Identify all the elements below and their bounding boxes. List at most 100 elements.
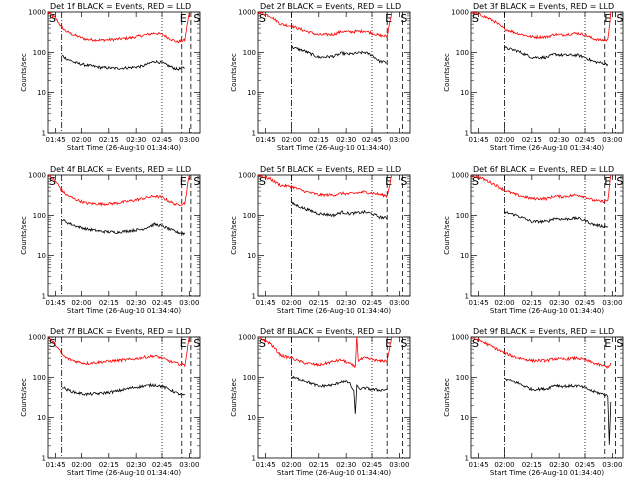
y-tick-label: 1 xyxy=(42,293,46,301)
x-tick-label: 02:00 xyxy=(71,136,91,144)
y-tick-label: 1 xyxy=(465,455,469,463)
marker-end: E xyxy=(180,175,187,188)
x-tick-label: 02:30 xyxy=(126,136,146,144)
y-tick-label: 10 xyxy=(460,89,469,97)
plot-frame xyxy=(470,174,624,297)
x-tick-label: 02:00 xyxy=(71,461,91,469)
y-tick-label: 10 xyxy=(247,414,256,422)
plot-frame xyxy=(470,11,624,134)
y-tick-label: 10 xyxy=(460,252,469,260)
marker-end: E xyxy=(385,337,392,350)
marker-start: S xyxy=(400,12,407,25)
x-tick-label: 02:45 xyxy=(575,136,595,144)
y-axis-label: Counts/sec xyxy=(443,378,451,417)
x-tick-label: 01:45 xyxy=(46,461,66,469)
plot-frame xyxy=(257,11,411,134)
x-tick-label: 01:45 xyxy=(256,461,276,469)
x-tick-label: 03:00 xyxy=(602,136,622,144)
y-axis-label: Counts/sec xyxy=(443,53,451,92)
x-tick-label: 03:00 xyxy=(602,461,622,469)
x-tick-label: 02:15 xyxy=(522,136,542,144)
x-axis-label: Start Time (26-Aug-10 01:34:40) xyxy=(490,469,604,477)
x-tick-label: 01:45 xyxy=(256,299,276,307)
y-tick-label: 1 xyxy=(252,293,256,301)
y-tick-label: 100 xyxy=(243,49,256,57)
y-tick-label: 1 xyxy=(252,455,256,463)
panel-det-2: Det 2f BLACK = Events, RED = LLD 1 10 100 10… xyxy=(230,2,411,152)
marker-end: E xyxy=(604,175,611,188)
x-tick-label: 02:15 xyxy=(99,136,119,144)
y-tick-label: 1000 xyxy=(238,172,256,180)
y-tick-label: 100 xyxy=(456,212,469,220)
x-tick-label: 03:00 xyxy=(389,461,409,469)
x-tick-label: 03:00 xyxy=(179,461,199,469)
marker-end: E xyxy=(385,175,392,188)
y-tick-label: 100 xyxy=(456,374,469,382)
y-axis-label: Counts/sec xyxy=(20,53,28,92)
plot-frame xyxy=(47,174,201,297)
events-series-line xyxy=(504,46,609,67)
y-tick-label: 1000 xyxy=(238,334,256,342)
panel-title: Det 7f BLACK = Events, RED = LLD xyxy=(50,327,191,336)
panel-det-6: Det 6f BLACK = Events, RED = LLD 1 10 100 10… xyxy=(443,165,623,315)
y-axis-label: Counts/sec xyxy=(20,216,28,255)
plot-frame xyxy=(47,336,201,459)
marker-start: S xyxy=(472,12,479,25)
panel-title: Det 2f BLACK = Events, RED = LLD xyxy=(260,2,401,11)
panel-title: Det 1f BLACK = Events, RED = LLD xyxy=(50,2,191,11)
panel-title: Det 6f BLACK = Events, RED = LLD xyxy=(473,165,614,174)
marker-end: E xyxy=(604,12,611,25)
y-tick-label: 10 xyxy=(460,414,469,422)
x-tick-label: 02:00 xyxy=(71,299,91,307)
marker-start: S xyxy=(400,175,407,188)
y-tick-label: 1 xyxy=(465,130,469,138)
lld-series-line xyxy=(48,12,190,44)
x-tick-label: 02:30 xyxy=(126,299,146,307)
panel-det-3: Det 3f BLACK = Events, RED = LLD 1 10 100 10… xyxy=(443,2,623,152)
y-tick-label: 10 xyxy=(247,89,256,97)
y-tick-label: 1 xyxy=(42,455,46,463)
x-tick-label: 02:45 xyxy=(152,461,172,469)
marker-start: S xyxy=(616,12,623,25)
lld-series-line xyxy=(258,12,393,39)
events-series-line xyxy=(291,201,388,220)
x-tick-label: 02:45 xyxy=(152,136,172,144)
plot-frame xyxy=(47,11,201,134)
marker-end: E xyxy=(385,12,392,25)
x-tick-label: 03:00 xyxy=(179,136,199,144)
lld-series-line xyxy=(258,175,393,199)
panel-det-8: Det 8f BLACK = Events, RED = LLD 1 10 100 10… xyxy=(230,327,411,477)
x-tick-label: 02:00 xyxy=(494,461,514,469)
lld-series-line xyxy=(471,12,612,42)
x-tick-label: 02:30 xyxy=(336,299,356,307)
x-tick-label: 02:15 xyxy=(522,461,542,469)
panel-det-9: Det 9f BLACK = Events, RED = LLD 1 10 100 10… xyxy=(443,327,623,477)
panel-title: Det 4f BLACK = Events, RED = LLD xyxy=(50,165,191,174)
x-tick-label: 03:00 xyxy=(179,299,199,307)
x-tick-label: 02:15 xyxy=(309,461,329,469)
y-tick-label: 1000 xyxy=(451,334,469,342)
lld-series-line xyxy=(48,175,190,207)
lld-series-line xyxy=(48,337,190,368)
x-tick-label: 02:45 xyxy=(362,461,382,469)
marker-start: S xyxy=(49,12,56,25)
events-series-line xyxy=(504,211,609,229)
x-tick-label: 01:45 xyxy=(469,299,489,307)
x-tick-label: 02:15 xyxy=(309,299,329,307)
marker-start: S xyxy=(193,337,200,350)
x-tick-label: 02:45 xyxy=(152,299,172,307)
lld-series-line xyxy=(471,337,612,370)
marker-start: S xyxy=(259,12,266,25)
y-tick-label: 1000 xyxy=(451,9,469,17)
lld-series-line xyxy=(471,175,612,204)
marker-end: E xyxy=(604,337,611,350)
x-tick-label: 01:45 xyxy=(256,136,276,144)
x-tick-label: 01:45 xyxy=(469,136,489,144)
x-tick-label: 02:00 xyxy=(494,299,514,307)
x-tick-label: 02:00 xyxy=(494,136,514,144)
y-axis-label: Counts/sec xyxy=(20,378,28,417)
marker-start: S xyxy=(193,12,200,25)
x-axis-label: Start Time (26-Aug-10 01:34:40) xyxy=(490,307,604,315)
y-tick-label: 100 xyxy=(243,212,256,220)
x-axis-label: Start Time (26-Aug-10 01:34:40) xyxy=(67,144,181,152)
